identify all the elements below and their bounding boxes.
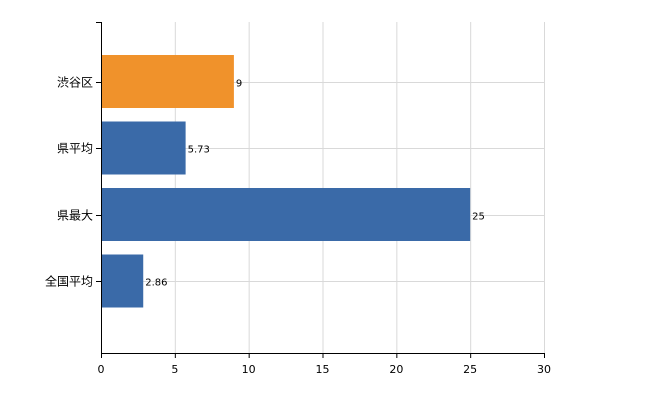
value-label: 9 [236,79,242,90]
x-tick-label: 10 [242,363,256,376]
value-label: 2.86 [145,278,167,289]
category-label: 県最大 [57,209,93,223]
x-tick-label: 15 [316,363,330,376]
bar [102,254,144,308]
bar [102,188,471,241]
x-tick-label: 30 [537,363,551,376]
x-tick-label: 20 [389,363,403,376]
x-tick-label: 5 [171,363,178,376]
value-label: 25 [472,212,485,223]
category-label: 渋谷区 [57,76,93,90]
category-label: 全国平均 [45,274,93,289]
value-label: 5.73 [188,145,210,156]
category-label: 県平均 [57,142,93,156]
x-tick-label: 25 [463,363,477,376]
bar [102,121,186,175]
x-tick-label: 0 [98,363,105,376]
bar [102,55,234,108]
